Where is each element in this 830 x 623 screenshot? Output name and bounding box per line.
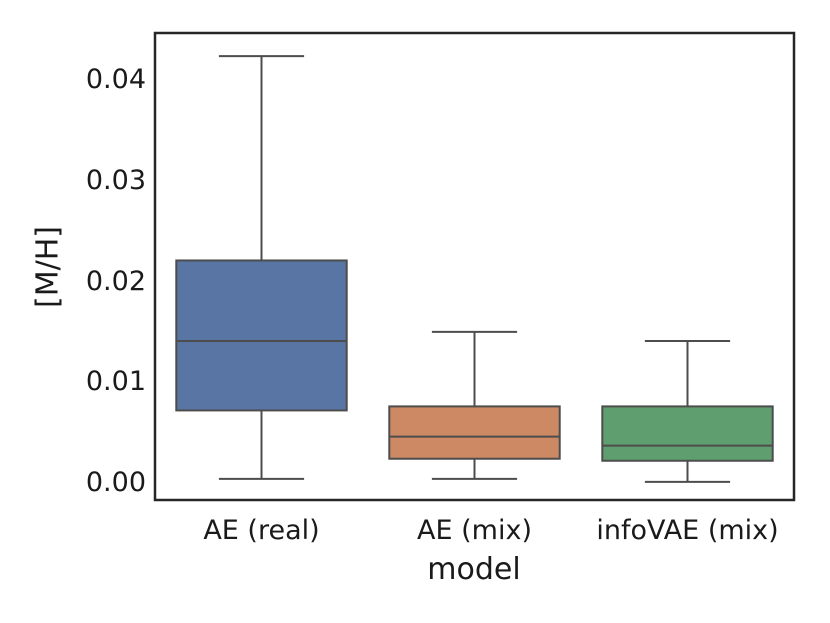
box-2 [388,405,561,460]
y-tick-label: 0.03 [85,164,146,196]
box-3 [601,405,774,462]
y-tick-label: 0.04 [85,64,146,96]
y-tick-label: 0.01 [85,366,146,398]
y-axis-label: [M/H] [30,226,66,308]
axes-spines [153,31,796,502]
box-1 [175,259,348,412]
y-tick-label: 0.00 [85,466,146,498]
x-tick-label: infoVAE (mix) [596,515,779,546]
x-tick-label: AE (mix) [417,515,532,546]
y-tick-label: 0.02 [85,265,146,297]
x-axis-label: model [427,552,521,587]
x-tick-label: AE (real) [203,515,320,546]
plot-area [153,31,796,502]
